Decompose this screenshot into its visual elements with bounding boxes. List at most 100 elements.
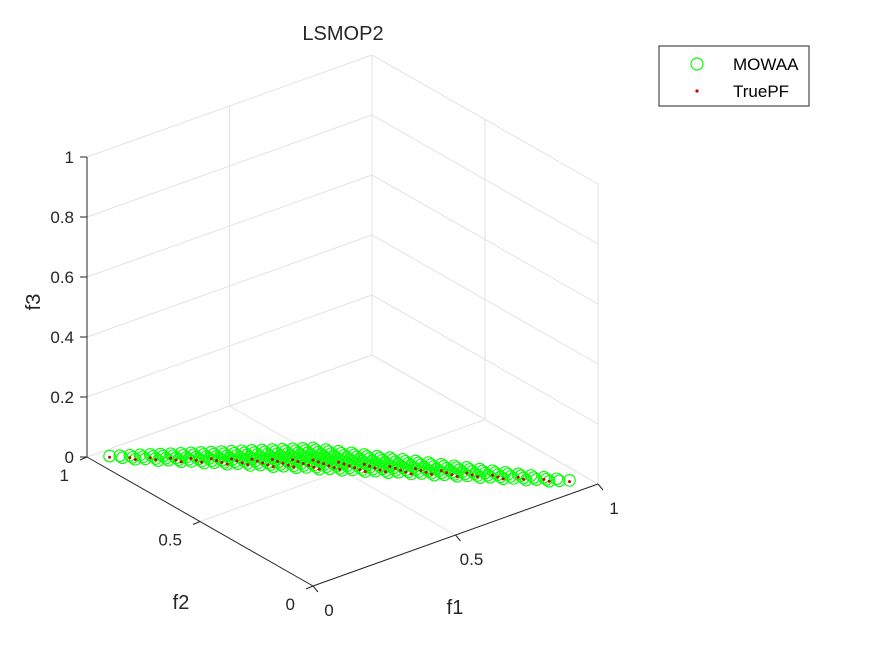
truepf-point — [316, 460, 320, 464]
mowaa-point — [194, 446, 208, 459]
truepf-point — [327, 464, 331, 468]
mowaa-point — [463, 463, 476, 476]
mowaa-point — [113, 449, 127, 463]
truepf-point — [301, 462, 305, 465]
mowaa-point — [383, 451, 397, 465]
truepf-point — [189, 456, 193, 460]
mowaa-point — [154, 447, 167, 461]
truepf-point — [108, 455, 112, 459]
mowaa-point — [447, 459, 461, 473]
mowaa-point — [238, 446, 251, 460]
truepf-point — [347, 464, 351, 468]
truepf-point — [292, 465, 296, 469]
mowaa-point — [235, 444, 249, 458]
mowaa-point — [166, 449, 180, 463]
truepf-point — [332, 466, 336, 470]
truepf-point — [368, 464, 372, 468]
truepf-point — [404, 470, 408, 474]
truepf-point — [424, 470, 428, 474]
legend-mowaa-marker — [690, 57, 704, 71]
truepf-point — [220, 460, 224, 464]
truepf-point — [235, 459, 239, 463]
truepf-point — [501, 477, 505, 481]
truepf-point — [414, 467, 418, 471]
truepf-point — [373, 466, 377, 470]
mowaa-point — [360, 450, 374, 463]
mowaa-point — [309, 443, 323, 457]
mowaa-point — [501, 467, 515, 481]
mowaa-point — [286, 442, 300, 456]
f2-tick-label-1: 0.5 — [158, 531, 182, 550]
mowaa-point — [245, 444, 259, 457]
mowaa-point — [552, 474, 566, 488]
mowaa-point — [103, 449, 116, 463]
truepf-point — [215, 459, 219, 462]
mowaa-point — [370, 449, 384, 463]
mowaa-point — [123, 448, 137, 462]
f2-tick-0 — [305, 585, 314, 590]
truepf-point — [209, 457, 213, 461]
f2-tick-label-2: 1 — [60, 466, 69, 485]
f3-tick-label-0: 0 — [65, 448, 74, 467]
truepf-point — [430, 472, 433, 476]
truepf-point — [384, 470, 387, 474]
truepf-point — [409, 472, 413, 476]
mowaa-point — [476, 464, 489, 478]
mowaa-point — [306, 441, 320, 455]
truepf-point — [255, 459, 259, 463]
f2-tick-label-0: 0 — [286, 595, 295, 614]
f1-tick-label-1: 0.5 — [460, 550, 484, 569]
mowaa-point — [268, 445, 282, 458]
mowaa-point — [227, 446, 241, 460]
grid-layer — [86, 54, 599, 587]
mowaa-point — [322, 445, 335, 458]
truepf-point — [154, 458, 158, 462]
truepf-point — [246, 463, 250, 467]
mowaa-point — [126, 450, 139, 464]
mowaa-point — [299, 444, 312, 457]
truepf-point — [465, 471, 469, 475]
mowaa-point — [248, 446, 261, 459]
truepf-point — [194, 458, 198, 462]
mowaa-point — [143, 448, 157, 461]
mowaa-point — [396, 452, 410, 466]
f2-axis-label: f2 — [173, 592, 190, 614]
truepf-point — [317, 467, 321, 471]
truepf-point — [542, 477, 546, 481]
axes-layer — [79, 156, 604, 593]
truepf-point — [148, 456, 152, 460]
mowaa-point — [511, 467, 525, 481]
truepf-point — [296, 460, 300, 464]
truepf-point — [358, 468, 362, 472]
f3-tick-label-3: 0.6 — [50, 268, 74, 287]
chart-title: LSMOP2 — [302, 23, 383, 45]
mowaa-point — [215, 445, 228, 458]
mowaa-point — [334, 446, 348, 460]
mowaa-point — [409, 454, 422, 468]
truepf-point — [450, 473, 454, 477]
truepf-point — [476, 475, 479, 479]
mowaa-point — [473, 462, 487, 476]
mowaa-point — [488, 466, 502, 480]
truepf-point — [311, 458, 315, 462]
f1-tick-2 — [597, 483, 604, 491]
mowaa-point — [527, 471, 541, 484]
truepf-point — [439, 469, 443, 473]
truepf-point — [322, 462, 326, 466]
truepf-point — [291, 458, 295, 462]
truepf-point — [516, 475, 520, 479]
truepf-point — [547, 479, 551, 483]
mowaa-point — [347, 448, 361, 462]
mowaa-point — [225, 444, 238, 458]
mowaa-point — [146, 450, 160, 463]
mowaa-point — [174, 446, 188, 460]
mowaa-point — [255, 443, 269, 457]
f3-tick-label-1: 0.2 — [50, 388, 74, 407]
truepf-point — [266, 463, 270, 467]
truepf-point — [338, 467, 342, 471]
truepf-point — [445, 471, 449, 475]
truepf-point — [261, 461, 265, 465]
truepf-point — [307, 463, 311, 467]
mowaa-point — [177, 448, 190, 462]
